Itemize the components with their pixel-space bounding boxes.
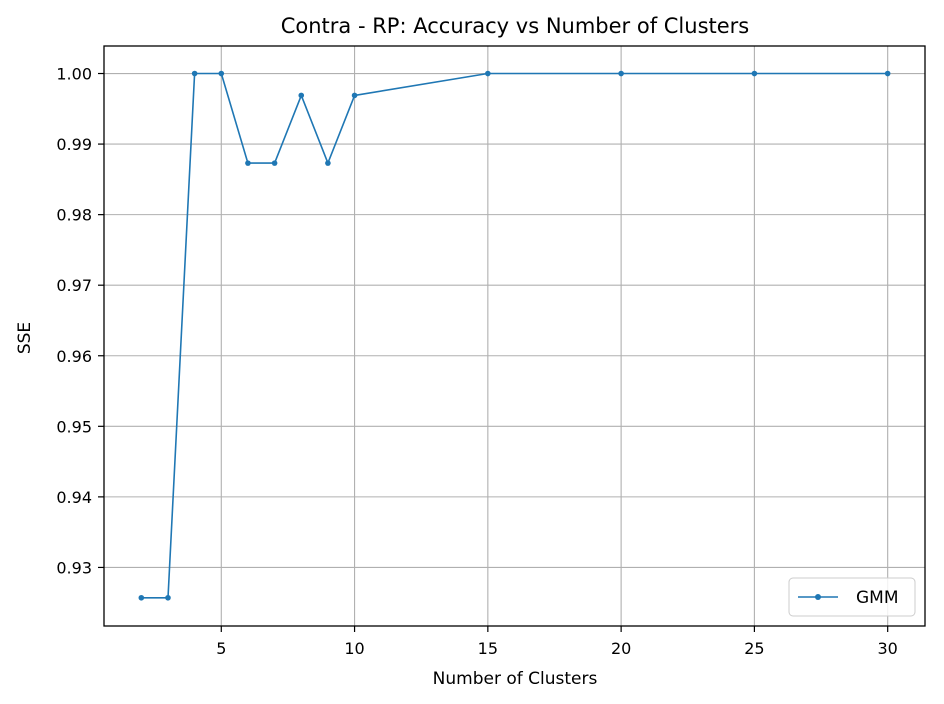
y-tick-label: 1.00 [56,65,92,84]
y-axis-ticks: 0.93 0.94 0.95 0.96 0.97 0.98 0.99 1.00 [56,65,104,577]
y-tick-label: 0.97 [56,276,92,295]
data-point-gmm [351,92,358,99]
x-tick-label: 30 [878,639,898,658]
x-tick-label: 15 [478,639,498,658]
plot-area-frame [103,45,926,627]
legend: GMM [788,577,916,617]
data-point-gmm [751,70,758,77]
data-point-gmm [138,594,145,601]
series-layer [138,70,891,601]
data-point-gmm [618,70,624,77]
x-tick-label: 10 [344,639,364,658]
legend-box [788,577,916,617]
x-axis-label: Number of Clusters [433,669,598,689]
data-point-gmm [485,70,491,77]
y-tick-label: 0.96 [56,347,92,366]
y-tick-label: 0.95 [56,417,92,436]
data-point-gmm [191,70,198,77]
y-tick-label: 0.94 [56,488,92,507]
data-point-gmm [298,92,305,99]
x-tick-label: 5 [216,639,226,658]
data-point-gmm [271,160,278,166]
x-tick-label: 20 [611,639,631,658]
data-point-gmm [165,594,171,601]
legend-marker-gmm [815,594,821,600]
x-tick-label: 25 [744,639,764,658]
data-point-gmm [245,160,251,166]
y-axis-label: SSE [15,322,35,354]
legend-label-gmm: GMM [856,588,899,608]
y-tick-label: 0.93 [56,558,92,577]
y-tick-label: 0.98 [56,206,92,225]
data-point-gmm [884,70,891,77]
data-point-gmm [218,70,225,77]
data-point-gmm [325,160,331,166]
y-tick-label: 0.99 [56,135,92,154]
x-axis-ticks: 5 10 15 20 25 30 [216,626,898,658]
chart-title: Contra - RP: Accuracy vs Number of Clust… [281,14,750,38]
